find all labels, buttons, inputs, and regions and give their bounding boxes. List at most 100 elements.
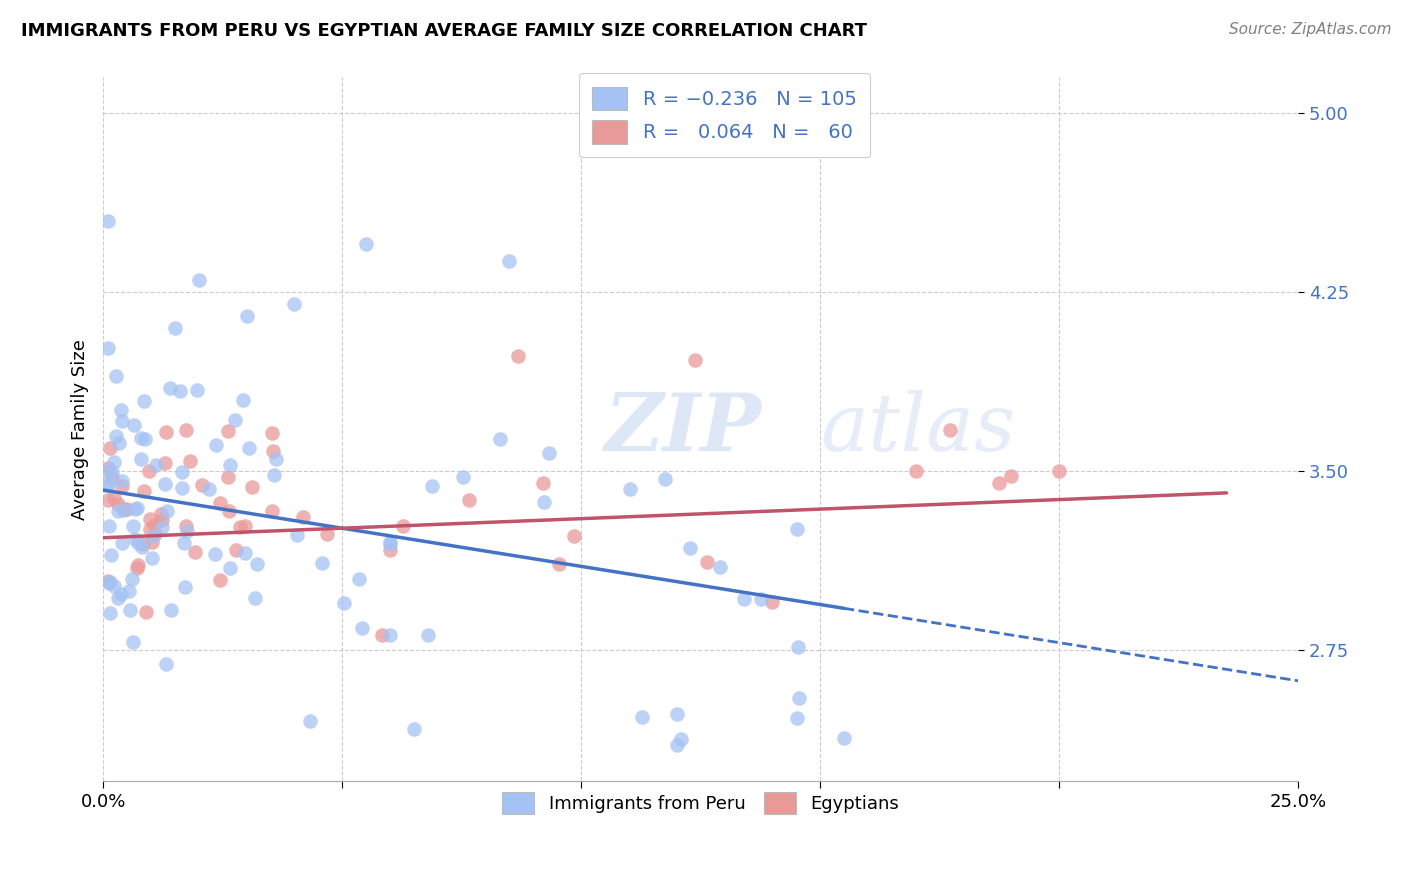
- Point: [378, 535, 401, 549]
- Point: [179, 454, 201, 468]
- Point: [97, 460, 120, 475]
- Point: [749, 591, 772, 606]
- Point: [709, 559, 731, 574]
- Point: [145, 458, 167, 472]
- Point: [174, 423, 197, 437]
- Point: [418, 628, 440, 642]
- Point: [155, 476, 177, 491]
- Point: [110, 403, 132, 417]
- Point: [240, 480, 263, 494]
- Point: [131, 452, 153, 467]
- Point: [97, 575, 120, 590]
- Point: [370, 627, 392, 641]
- Point: [938, 423, 960, 437]
- Point: [217, 470, 239, 484]
- Point: [176, 519, 198, 533]
- Point: [149, 507, 172, 521]
- Point: [101, 465, 124, 479]
- Point: [111, 414, 134, 428]
- Point: [453, 469, 475, 483]
- Point: [283, 297, 305, 311]
- Point: [103, 455, 125, 469]
- Point: [125, 561, 148, 575]
- Point: [219, 561, 242, 575]
- Point: [127, 558, 149, 573]
- Point: [671, 731, 693, 746]
- Point: [121, 635, 143, 649]
- Point: [98, 607, 121, 621]
- Point: [107, 504, 129, 518]
- Point: [988, 475, 1011, 490]
- Point: [141, 551, 163, 566]
- Y-axis label: Average Family Size: Average Family Size: [72, 339, 89, 520]
- Point: [209, 496, 232, 510]
- Point: [654, 472, 676, 486]
- Point: [103, 491, 125, 506]
- Point: [134, 483, 156, 498]
- Point: [787, 690, 810, 705]
- Text: Source: ZipAtlas.com: Source: ZipAtlas.com: [1229, 22, 1392, 37]
- Point: [696, 555, 718, 569]
- Point: [354, 237, 377, 252]
- Point: [97, 479, 120, 493]
- Text: atlas: atlas: [820, 391, 1015, 468]
- Point: [235, 309, 257, 323]
- Text: ZIP: ZIP: [605, 391, 762, 468]
- Point: [229, 520, 252, 534]
- Point: [138, 522, 160, 536]
- Point: [97, 475, 120, 490]
- Point: [260, 504, 283, 518]
- Point: [142, 529, 165, 543]
- Point: [233, 546, 256, 560]
- Point: [139, 511, 162, 525]
- Point: [176, 524, 198, 538]
- Point: [232, 392, 254, 407]
- Point: [420, 478, 443, 492]
- Point: [761, 595, 783, 609]
- Point: [97, 341, 120, 355]
- Point: [225, 542, 247, 557]
- Point: [246, 558, 269, 572]
- Point: [243, 591, 266, 606]
- Point: [904, 464, 927, 478]
- Point: [631, 710, 654, 724]
- Point: [190, 478, 212, 492]
- Point: [233, 519, 256, 533]
- Point: [124, 533, 146, 547]
- Point: [786, 522, 808, 536]
- Point: [107, 497, 129, 511]
- Point: [98, 575, 121, 590]
- Point: [205, 438, 228, 452]
- Point: [117, 502, 139, 516]
- Point: [98, 441, 121, 455]
- Point: [129, 431, 152, 445]
- Point: [506, 349, 529, 363]
- Point: [457, 492, 479, 507]
- Point: [153, 456, 176, 470]
- Point: [103, 579, 125, 593]
- Point: [685, 353, 707, 368]
- Point: [112, 503, 135, 517]
- Point: [316, 527, 339, 541]
- Point: [333, 596, 356, 610]
- Point: [786, 711, 808, 725]
- Point: [733, 591, 755, 606]
- Point: [131, 537, 153, 551]
- Point: [155, 657, 177, 671]
- Point: [156, 504, 179, 518]
- Point: [170, 481, 193, 495]
- Point: [184, 545, 207, 559]
- Point: [260, 425, 283, 440]
- Point: [150, 519, 173, 533]
- Point: [347, 573, 370, 587]
- Point: [131, 540, 153, 554]
- Point: [187, 273, 209, 287]
- Point: [101, 470, 124, 484]
- Point: [562, 529, 585, 543]
- Point: [262, 444, 284, 458]
- Point: [111, 536, 134, 550]
- Point: [110, 587, 132, 601]
- Point: [125, 500, 148, 515]
- Point: [169, 384, 191, 398]
- Point: [352, 621, 374, 635]
